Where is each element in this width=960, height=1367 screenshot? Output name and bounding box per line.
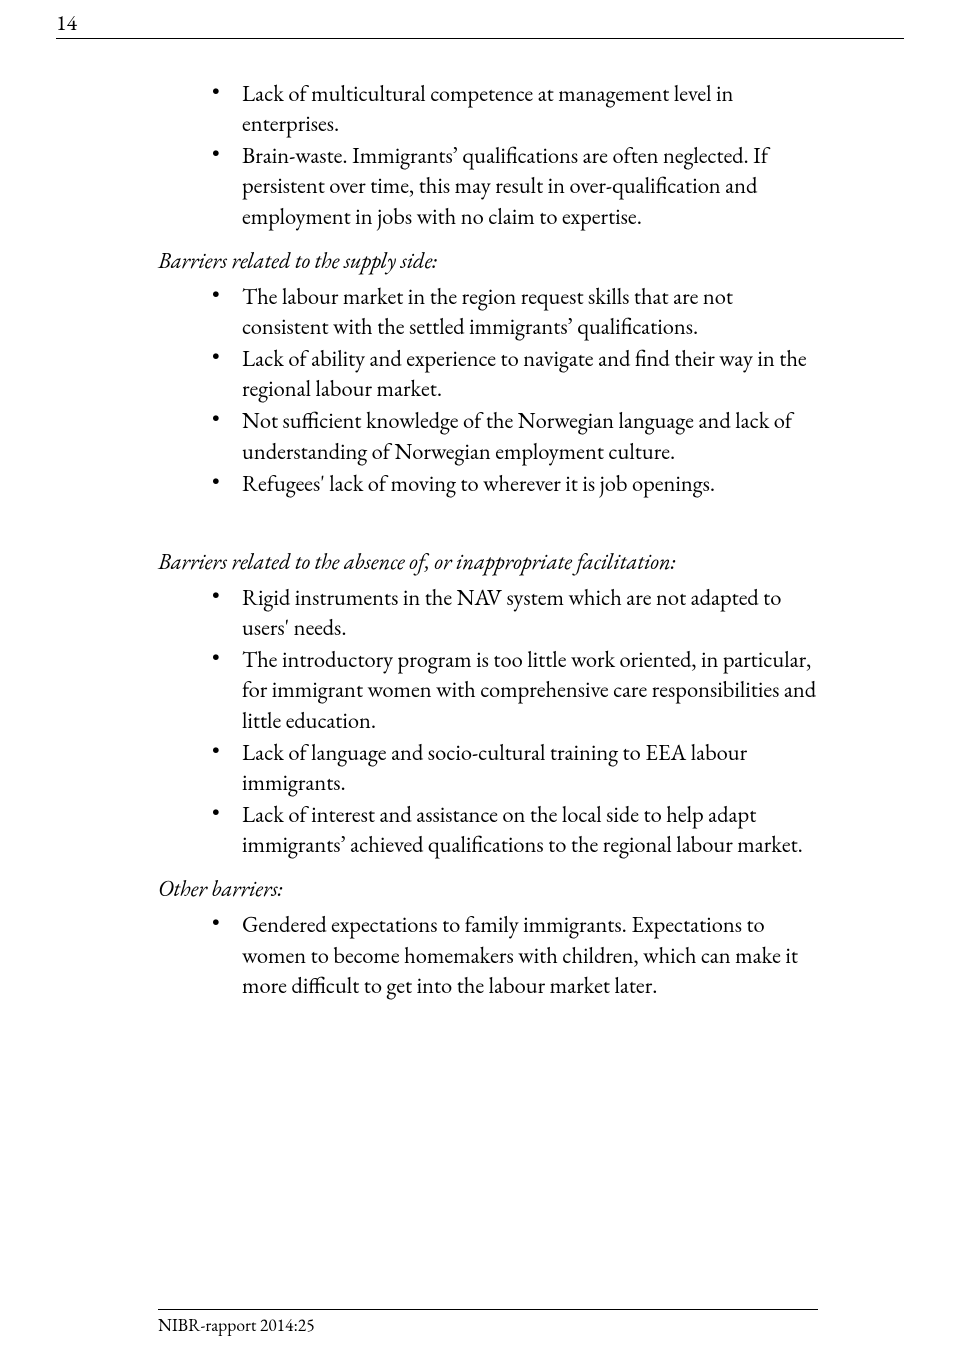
page: 14 Lack of multicultural competence at m… — [0, 0, 960, 1367]
page-content: Lack of multicultural competence at mana… — [158, 78, 818, 1010]
section-heading: Barriers related to the absence of, or i… — [158, 546, 818, 576]
bullet-item: Lack of ability and experience to naviga… — [212, 343, 818, 403]
bullet-text: The labour market in the region request … — [242, 281, 733, 341]
bullet-list: Gendered expectations to family immigran… — [158, 909, 818, 999]
bullet-item: Lack of language and socio-cultural trai… — [212, 737, 818, 797]
top-rule — [56, 38, 904, 39]
section-heading: Other barriers: — [158, 873, 818, 903]
bullet-item: Lack of multicultural competence at mana… — [212, 78, 818, 138]
bullet-text: Brain-waste. Immigrants’ qualifications … — [242, 140, 768, 230]
bullet-text: Lack of language and socio-cultural trai… — [242, 737, 747, 797]
section-heading: Barriers related to the supply side: — [158, 245, 818, 275]
bullet-list: Lack of multicultural competence at mana… — [158, 78, 818, 231]
footer-text: NIBR-rapport 2014:25 — [158, 1314, 315, 1337]
bullet-text: Lack of multicultural competence at mana… — [242, 78, 733, 138]
bullet-list: The labour market in the region request … — [158, 281, 818, 498]
bullet-text: The introductory program is too little w… — [242, 644, 816, 734]
bullet-item: The introductory program is too little w… — [212, 644, 818, 734]
bullet-item: Not sufficient knowledge of the Norwegia… — [212, 405, 818, 465]
bullet-item: The labour market in the region request … — [212, 281, 818, 341]
bullet-text: Refugees' lack of moving to wherever it … — [242, 468, 715, 498]
footer-rule — [158, 1309, 818, 1310]
bullet-text: Lack of ability and experience to naviga… — [242, 343, 807, 403]
bullet-item: Lack of interest and assistance on the l… — [212, 799, 818, 859]
page-number: 14 — [56, 8, 77, 37]
bullet-text: Not sufficient knowledge of the Norwegia… — [242, 405, 792, 465]
bullet-item: Brain-waste. Immigrants’ qualifications … — [212, 140, 818, 230]
bullet-item: Gendered expectations to family immigran… — [212, 909, 818, 999]
bullet-text: Lack of interest and assistance on the l… — [242, 799, 803, 859]
section-gap — [158, 508, 818, 532]
bullet-list: Rigid instruments in the NAV system whic… — [158, 582, 818, 859]
page-footer: NIBR-rapport 2014:25 — [158, 1309, 818, 1337]
bullet-item: Rigid instruments in the NAV system whic… — [212, 582, 818, 642]
bullet-text: Gendered expectations to family immigran… — [242, 909, 798, 999]
bullet-text: Rigid instruments in the NAV system whic… — [242, 582, 781, 642]
bullet-item: Refugees' lack of moving to wherever it … — [212, 468, 818, 498]
